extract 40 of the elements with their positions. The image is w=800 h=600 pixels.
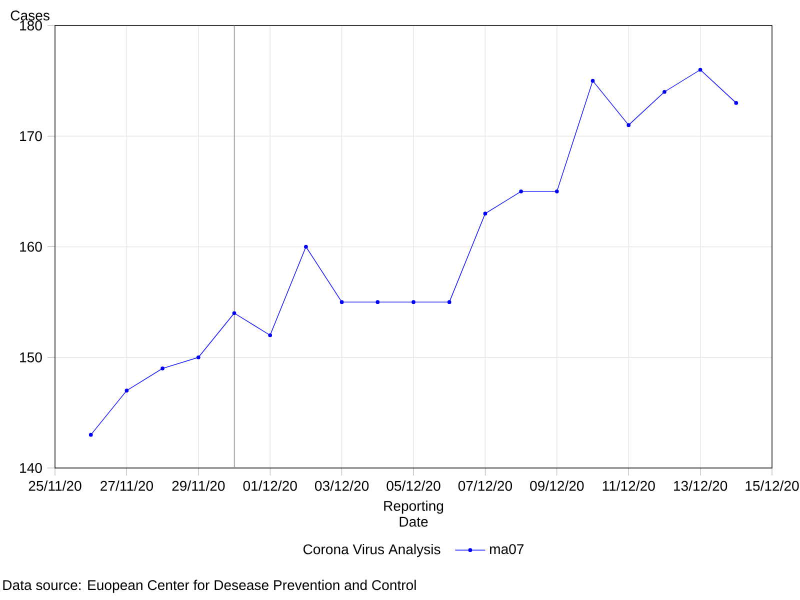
point bbox=[734, 101, 738, 105]
x-tick-label: 25/11/20 bbox=[28, 480, 82, 491]
point bbox=[412, 300, 416, 304]
point bbox=[124, 388, 129, 392]
x-tick-label: 13/12/20 bbox=[674, 480, 728, 491]
y-axis-title: Cases bbox=[10, 10, 50, 20]
legend-label: ma07 bbox=[490, 544, 524, 554]
point bbox=[376, 300, 380, 304]
point bbox=[304, 244, 308, 249]
y-tick-label: 180 bbox=[20, 20, 42, 30]
x-tick-label: 15/12/20 bbox=[746, 480, 799, 491]
point bbox=[447, 300, 452, 304]
point bbox=[483, 212, 488, 216]
point bbox=[590, 78, 595, 83]
point bbox=[519, 190, 523, 194]
x-tick-label: 27/11/20 bbox=[100, 480, 153, 491]
point bbox=[698, 68, 702, 72]
point bbox=[268, 333, 272, 338]
point bbox=[340, 300, 344, 304]
legend-title: Corona Virus Analysis bbox=[303, 544, 440, 558]
x-tick-label: 11/12/20 bbox=[602, 480, 655, 491]
x-tick-label: 09/12/20 bbox=[530, 480, 584, 491]
y-tick-label: 140 bbox=[20, 463, 42, 473]
point bbox=[88, 432, 93, 437]
x-tick-label: 05/12/20 bbox=[386, 480, 440, 491]
y-tick-label: 160 bbox=[20, 242, 42, 252]
x-tick-label: 29/11/20 bbox=[172, 480, 225, 491]
x-tick-label: 03/12/20 bbox=[314, 480, 369, 491]
point bbox=[196, 355, 200, 360]
point bbox=[626, 123, 631, 128]
x-tick-label: 07/12/20 bbox=[458, 480, 512, 491]
point bbox=[160, 366, 164, 370]
x-tick-label: 01/12/20 bbox=[243, 480, 297, 491]
point bbox=[554, 190, 559, 194]
y-tick-label: 170 bbox=[20, 131, 42, 142]
y-tick-label: 150 bbox=[20, 352, 42, 362]
source-note: Data source: Euopean Center for Desease Prevention and Control bbox=[3, 580, 416, 593]
point bbox=[232, 311, 236, 316]
x-axis-title: Reporting Date bbox=[384, 500, 444, 527]
point bbox=[662, 90, 666, 94]
